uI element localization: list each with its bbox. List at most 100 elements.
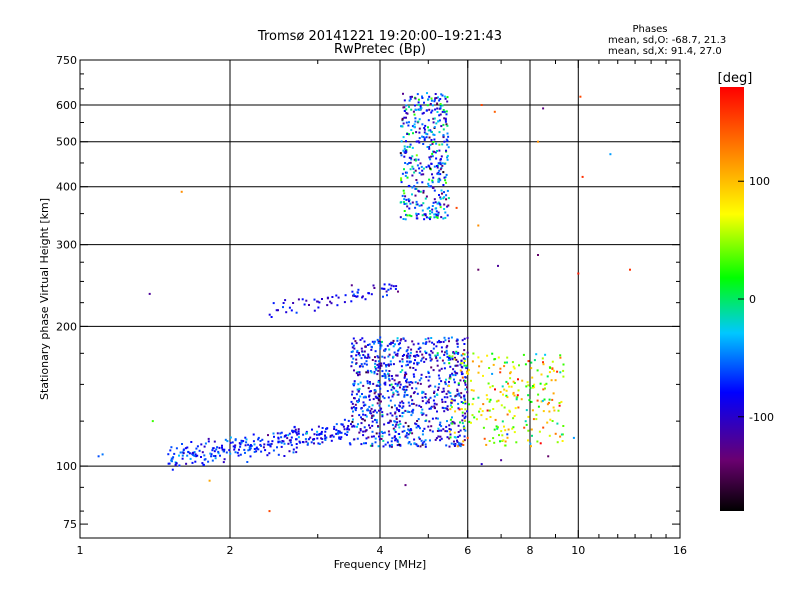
data-point [431, 173, 433, 176]
data-point [401, 406, 404, 409]
data-point [443, 367, 446, 370]
data-point [410, 158, 413, 161]
data-point [370, 348, 373, 351]
data-point [446, 420, 448, 423]
data-point [561, 440, 564, 442]
data-point [349, 443, 352, 446]
data-point [405, 121, 408, 124]
data-point [508, 385, 511, 388]
data-point [544, 387, 546, 390]
data-point [411, 174, 414, 177]
data-point [388, 421, 391, 424]
data-point [359, 428, 362, 430]
data-point [530, 445, 532, 448]
data-point [409, 202, 412, 205]
data-point [405, 388, 408, 391]
data-point [353, 406, 355, 409]
data-point [405, 379, 407, 382]
data-point [556, 441, 559, 444]
data-point [410, 395, 412, 398]
data-point [306, 432, 308, 435]
data-point [396, 354, 399, 357]
data-point [308, 304, 310, 306]
data-point [510, 385, 513, 388]
data-point [408, 145, 411, 148]
data-point [374, 365, 376, 368]
data-point [460, 401, 463, 403]
data-point [392, 339, 395, 342]
data-point [439, 421, 442, 424]
data-point [391, 395, 394, 398]
data-point [240, 441, 243, 444]
data-point [503, 365, 506, 368]
data-point [355, 354, 358, 357]
data-point [409, 360, 412, 363]
data-point [451, 420, 454, 423]
data-point [403, 388, 405, 391]
data-point [460, 408, 463, 410]
data-point [429, 167, 432, 170]
data-point [379, 346, 382, 349]
data-point [460, 362, 463, 365]
data-point [527, 429, 530, 432]
data-point [416, 361, 419, 364]
data-point [175, 447, 178, 450]
data-point [424, 214, 427, 217]
data-point [506, 436, 509, 439]
data-point [413, 391, 416, 394]
data-point [418, 118, 421, 121]
data-point [494, 388, 496, 391]
data-point [372, 398, 375, 401]
data-point [414, 117, 417, 120]
data-point [429, 218, 431, 221]
data-point [337, 296, 340, 299]
data-point [402, 386, 405, 388]
data-point [430, 337, 433, 339]
data-point [228, 449, 231, 452]
data-point [403, 353, 405, 356]
data-point [434, 97, 437, 100]
data-point [277, 453, 280, 456]
data-point [361, 350, 364, 353]
data-point [383, 423, 386, 426]
data-point [436, 354, 439, 357]
data-point [211, 459, 214, 462]
data-point [549, 366, 552, 369]
data-point [380, 430, 383, 433]
data-point [440, 437, 443, 440]
data-point [421, 169, 424, 172]
data-point [422, 342, 425, 345]
data-point [217, 450, 220, 453]
data-point [237, 454, 240, 457]
data-point [427, 372, 430, 374]
data-point [412, 373, 415, 376]
data-point [421, 357, 424, 360]
data-point [562, 375, 565, 378]
data-point [218, 446, 221, 449]
data-point [512, 365, 515, 368]
data-point [271, 440, 274, 443]
data-point [420, 165, 423, 168]
data-point [368, 398, 371, 401]
data-point [453, 440, 455, 443]
data-point [360, 416, 362, 419]
data-point [389, 399, 392, 402]
data-point [407, 124, 410, 127]
data-point [438, 377, 441, 380]
data-point [236, 451, 239, 454]
data-point [463, 426, 466, 429]
data-point [462, 444, 465, 446]
data-point [200, 456, 202, 458]
data-point [430, 97, 433, 100]
data-point [428, 165, 431, 168]
data-point [447, 204, 450, 207]
data-point [352, 293, 355, 296]
data-point [239, 445, 242, 448]
data-point [466, 410, 469, 413]
data-point [357, 390, 360, 393]
data-point [326, 297, 329, 300]
data-point [244, 436, 247, 439]
data-point [287, 434, 290, 437]
data-point [527, 394, 530, 397]
data-point [559, 371, 562, 374]
